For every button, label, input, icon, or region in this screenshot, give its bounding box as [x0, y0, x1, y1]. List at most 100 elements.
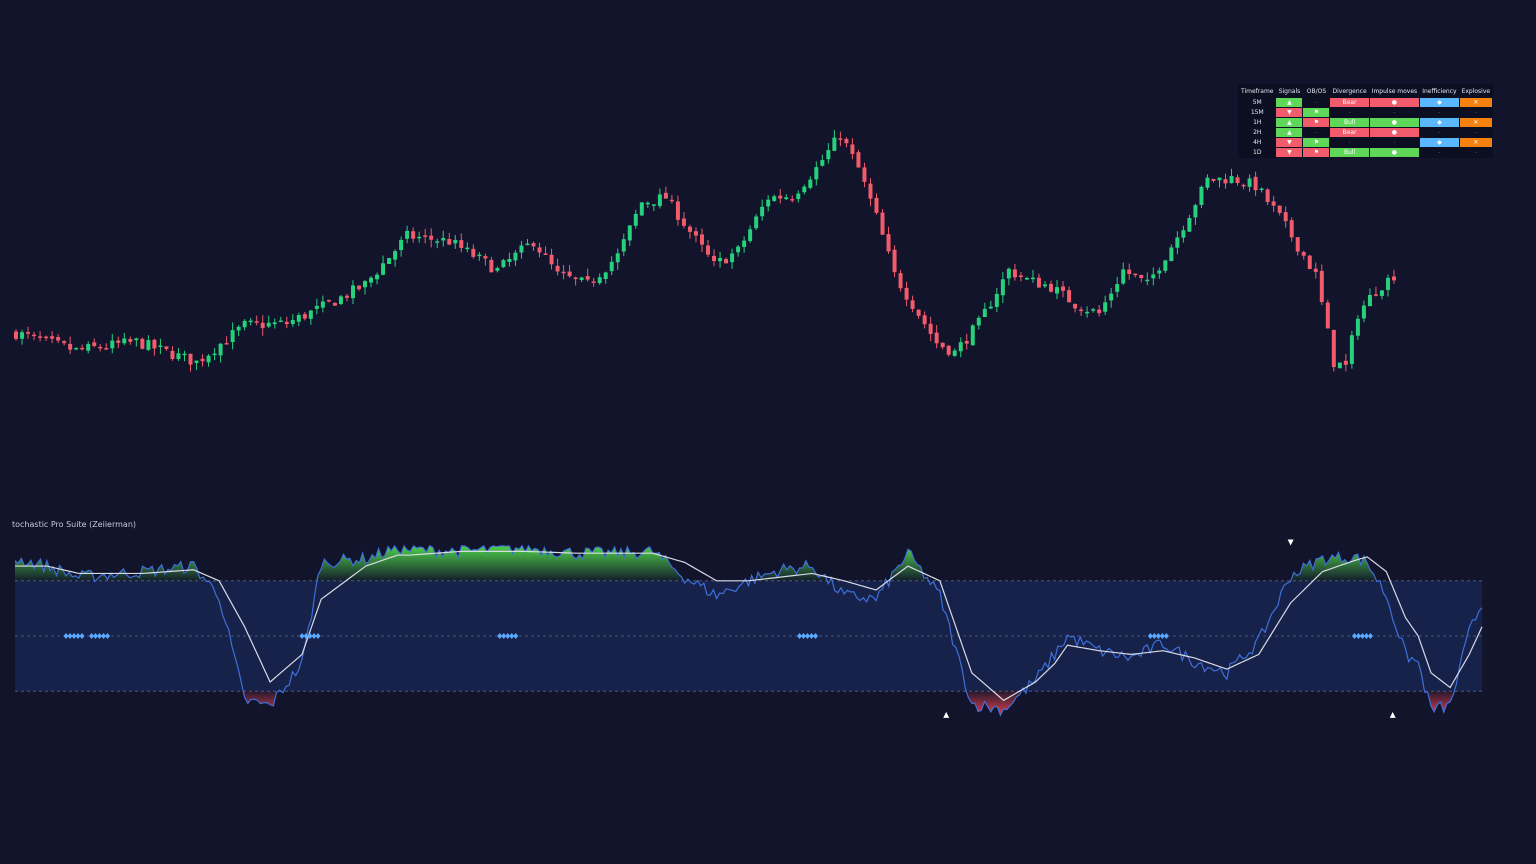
candle-bull	[633, 213, 638, 226]
candle-bear	[356, 285, 361, 290]
candle-bull	[405, 230, 410, 239]
table-header-2: OB/OS	[1303, 85, 1330, 97]
candle-bear	[591, 281, 596, 283]
imp-cell: ●	[1369, 148, 1420, 157]
signal-diamond	[1151, 633, 1157, 639]
candle-bull	[802, 186, 807, 193]
candle-bull	[86, 344, 91, 351]
signal-diamond	[67, 633, 73, 639]
signal-diamond	[75, 633, 81, 639]
candle-bull	[435, 241, 440, 243]
candle-bull	[387, 258, 392, 264]
candle-bear	[224, 343, 229, 345]
table-row: 4H ▼ ⚑ - - ◆ ✕	[1239, 138, 1493, 147]
candle-bull	[314, 305, 319, 309]
candle-bull	[122, 338, 127, 344]
candle-bear	[844, 138, 849, 144]
candles-group	[14, 129, 1396, 372]
candle-bull	[1157, 270, 1162, 274]
candle-bear	[1392, 276, 1396, 281]
candle-bull	[1367, 294, 1372, 307]
signal-diamond	[501, 633, 507, 639]
signal-diamond	[1155, 633, 1161, 639]
candle-bull	[242, 320, 247, 328]
table-row: 1H ▲ ⚑ Bull ● ◆ ✕	[1239, 118, 1493, 127]
candle-bear	[1277, 205, 1282, 213]
candle-bear	[1012, 269, 1017, 278]
candle-bull	[393, 251, 398, 260]
timeframe-cell: 1D	[1239, 148, 1276, 157]
timeframe-cell: 15M	[1239, 108, 1276, 117]
table-header-6: Explosive	[1459, 85, 1493, 97]
table-header-3: Divergence	[1330, 85, 1369, 97]
candle-bull	[1030, 277, 1035, 280]
table-row: 15M ▼ ⚑ - - - -	[1239, 108, 1493, 117]
candle-bull	[1259, 188, 1264, 191]
candle-bull	[495, 267, 500, 271]
ineff-cell: -	[1420, 148, 1459, 157]
table-header-4: Impulse moves	[1369, 85, 1420, 97]
stochastic-oscillator-chart[interactable]	[0, 530, 1536, 740]
candle-bear	[940, 342, 945, 348]
candle-bear	[874, 197, 879, 213]
signal-diamond	[513, 633, 519, 639]
candle-bull	[338, 296, 343, 304]
candle-bull	[212, 353, 217, 356]
candle-bear	[1331, 329, 1336, 368]
candle-bear	[483, 256, 488, 259]
signal-cell: ▼	[1276, 138, 1303, 147]
candle-bull	[730, 253, 735, 263]
candle-bear	[886, 234, 891, 252]
table-row: 5M ▲ - Bear ● ◆ ✕	[1239, 98, 1493, 107]
candle-bear	[98, 346, 103, 349]
candle-bull	[236, 326, 241, 331]
signal-diamond	[311, 633, 317, 639]
candle-bear	[856, 152, 861, 168]
candle-bear	[675, 201, 680, 220]
table-header-1: Signals	[1276, 85, 1303, 97]
candle-bear	[1301, 252, 1306, 256]
signal-diamond	[93, 633, 99, 639]
candle-bear	[663, 192, 668, 199]
candle-bull	[651, 204, 656, 206]
candle-bear	[1307, 255, 1312, 269]
candle-bear	[1235, 177, 1240, 184]
candle-bear	[567, 271, 572, 277]
candle-bear	[531, 243, 536, 247]
candle-bull	[814, 167, 819, 180]
candle-bull	[826, 150, 831, 160]
candle-bull	[1000, 279, 1005, 296]
candle-bull	[513, 252, 518, 261]
candle-bear	[62, 341, 67, 344]
candle-bull	[308, 310, 313, 319]
candle-bear	[1127, 269, 1132, 275]
candle-bear	[152, 339, 157, 349]
overbought-fill	[15, 545, 1482, 581]
candle-bear	[104, 348, 109, 350]
candle-bear	[699, 234, 704, 245]
signal-diamond	[1355, 633, 1361, 639]
candle-bull	[748, 229, 753, 242]
candle-bear	[326, 299, 331, 302]
candle-bear	[92, 342, 97, 347]
candle-bear	[687, 226, 692, 232]
timeframe-cell: 5M	[1239, 98, 1276, 107]
candle-bear	[946, 345, 951, 355]
indicator-title: tochastic Pro Suite (Zeiierman)	[12, 520, 137, 529]
candle-bull	[1169, 247, 1174, 262]
candle-bull	[976, 317, 981, 326]
candle-bull	[742, 240, 747, 247]
candle-bear	[910, 300, 915, 309]
candle-bull	[417, 236, 422, 239]
candle-bull	[399, 239, 404, 251]
ineff-cell: ◆	[1420, 118, 1459, 127]
candle-bull	[1181, 230, 1186, 238]
candle-bear	[1343, 360, 1348, 365]
price-candlestick-chart[interactable]	[0, 0, 1536, 520]
candle-bear	[332, 302, 337, 306]
candle-bear	[1223, 179, 1228, 184]
candle-bear	[790, 199, 795, 201]
candle-bear	[862, 167, 867, 182]
candle-bull	[1217, 177, 1222, 181]
ineff-cell: ◆	[1420, 138, 1459, 147]
